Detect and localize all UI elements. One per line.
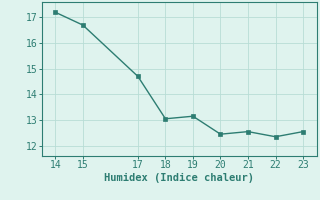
X-axis label: Humidex (Indice chaleur): Humidex (Indice chaleur) (104, 173, 254, 183)
